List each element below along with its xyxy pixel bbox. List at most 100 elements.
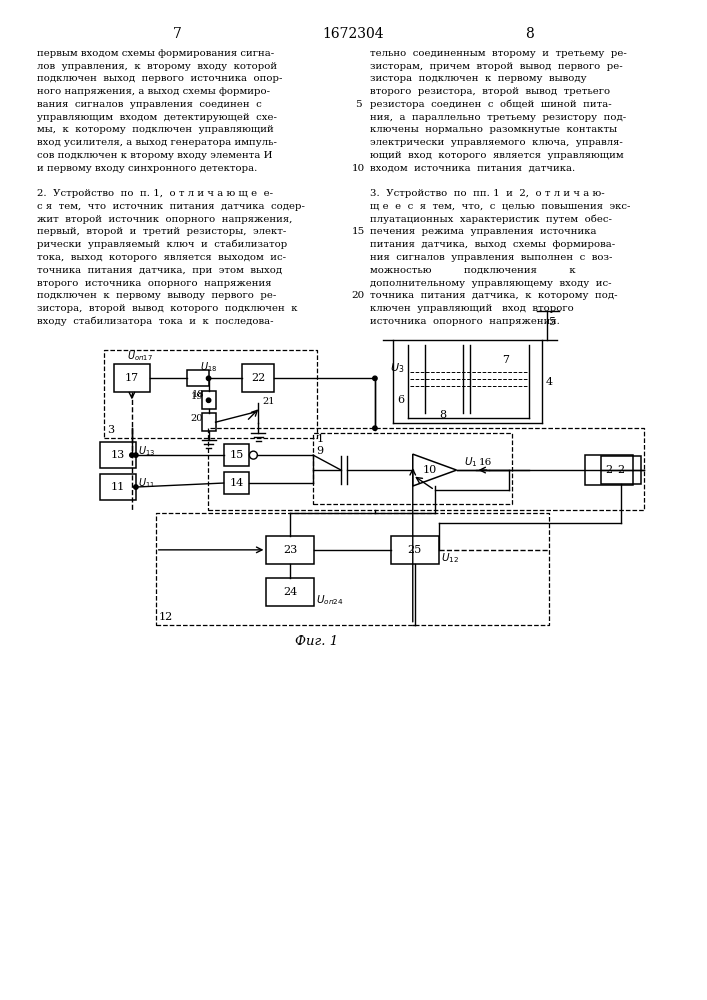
Text: второго  источника  опорного  напряжения: второго источника опорного напряжения: [37, 279, 271, 288]
Text: $U_1$: $U_1$: [464, 455, 477, 469]
Text: 7: 7: [173, 27, 182, 41]
Text: плуатационных  характеристик  путем  обес-: плуатационных характеристик путем обес-: [370, 214, 612, 224]
Text: ющий  вход  которого  является  управляющим: ющий вход которого является управляющим: [370, 151, 624, 160]
Text: входу  стабилизатора  тока  и  к  последова-: входу стабилизатора тока и к последова-: [37, 317, 274, 326]
Bar: [585, 455, 633, 485]
Bar: [243, 364, 274, 392]
Text: $U_{12}$: $U_{12}$: [440, 551, 459, 565]
Text: ключены  нормально  разомкнутые  контакты: ключены нормально разомкнутые контакты: [370, 125, 617, 134]
Text: печения  режима  управления  источника: печения режима управления источника: [370, 227, 597, 236]
Circle shape: [373, 376, 377, 381]
Text: ния  сигналов  управления  выполнен  с  воз-: ния сигналов управления выполнен с воз-: [370, 253, 612, 262]
Text: резистора  соединен  с  общей  шиной  пита-: резистора соединен с общей шиной пита-: [370, 100, 612, 109]
Text: 15: 15: [351, 227, 365, 236]
Text: второго  резистора,  второй  вывод  третьего: второго резистора, второй вывод третьего: [370, 87, 610, 96]
Text: 21: 21: [262, 397, 275, 406]
Text: Фиг. 1: Фиг. 1: [296, 635, 339, 648]
Text: подключен  выход  первого  источника  опор-: подключен выход первого источника опор-: [37, 74, 283, 83]
Text: управляющим  входом  детектирующей  схе-: управляющим входом детектирующей схе-: [37, 113, 277, 122]
Text: питания  датчика,  выход  схемы  формирова-: питания датчика, выход схемы формирова-: [370, 240, 615, 249]
Text: 5: 5: [355, 100, 361, 109]
Text: ния,  а  параллельно  третьему  резистору  под-: ния, а параллельно третьему резистору по…: [370, 113, 626, 122]
Bar: [114, 364, 150, 392]
Text: 12: 12: [159, 612, 173, 622]
Text: источника  опорного  напряжения.: источника опорного напряжения.: [370, 317, 560, 326]
Circle shape: [134, 485, 138, 489]
Text: 2: 2: [617, 465, 624, 475]
Circle shape: [206, 376, 211, 381]
Text: рически  управляемый  ключ  и  стабилизатор: рически управляемый ключ и стабилизатор: [37, 240, 288, 249]
Text: ного напряжения, а выход схемы формиро-: ного напряжения, а выход схемы формиро-: [37, 87, 270, 96]
Text: 10: 10: [351, 164, 365, 173]
Text: $U_3$: $U_3$: [390, 361, 404, 375]
Bar: [201, 391, 216, 409]
Text: 3.  Устройство  по  пп. 1  и  2,  о т л и ч а ю-: 3. Устройство по пп. 1 и 2, о т л и ч а …: [370, 189, 604, 198]
Text: 10: 10: [423, 465, 437, 475]
Text: вход усилителя, а выход генератора импуль-: вход усилителя, а выход генератора импул…: [37, 138, 277, 147]
Text: $U_{11}$: $U_{11}$: [138, 476, 155, 490]
Text: ключен  управляющий   вход  второго: ключен управляющий вход второго: [370, 304, 573, 313]
Text: тока,  выход  которого  является  выходом  ис-: тока, выход которого является выходом ис…: [37, 253, 286, 262]
Text: первым входом схемы формирования сигна-: первым входом схемы формирования сигна-: [37, 49, 274, 58]
Text: 17: 17: [125, 373, 139, 383]
Text: вания  сигналов  управления  соединен  с: вания сигналов управления соединен с: [37, 100, 262, 109]
Text: можностью          подключения          к: можностью подключения к: [370, 266, 575, 275]
Text: и первому входу синхронного детектора.: и первому входу синхронного детектора.: [37, 164, 257, 173]
Bar: [267, 578, 314, 606]
Bar: [223, 472, 250, 494]
Text: 7: 7: [503, 355, 510, 365]
Bar: [187, 370, 209, 386]
Bar: [601, 456, 641, 484]
Text: 24: 24: [283, 587, 298, 597]
Text: зисторам,  причем  второй  вывод  первого  ре-: зисторам, причем второй вывод первого ре…: [370, 62, 623, 71]
Text: 11: 11: [111, 482, 125, 492]
Bar: [201, 413, 216, 431]
Text: 14: 14: [229, 478, 244, 488]
Text: дополнительному  управляющему  входу  ис-: дополнительному управляющему входу ис-: [370, 279, 612, 288]
Text: 16: 16: [479, 458, 492, 467]
Text: зистора  подключен  к  первому  выводу: зистора подключен к первому выводу: [370, 74, 587, 83]
Text: с я  тем,  что  источник  питания  датчика  содер-: с я тем, что источник питания датчика со…: [37, 202, 305, 211]
Text: $U_{оп24}$: $U_{оп24}$: [316, 593, 344, 607]
Bar: [100, 474, 136, 500]
Text: первый,  второй  и  третий  резисторы,  элект-: первый, второй и третий резисторы, элект…: [37, 227, 286, 236]
Text: 13: 13: [111, 450, 125, 460]
Text: 6: 6: [397, 395, 405, 405]
Text: $U_{18}$: $U_{18}$: [199, 360, 217, 374]
Text: 1672304: 1672304: [322, 27, 384, 41]
Text: сов подключен к второму входу элемента И: сов подключен к второму входу элемента И: [37, 151, 273, 160]
Text: подключен  к  первому  выводу  первого  ре-: подключен к первому выводу первого ре-: [37, 291, 276, 300]
Circle shape: [206, 398, 211, 402]
Text: 23: 23: [283, 545, 298, 555]
Text: жит  второй  источник  опорного  напряжения,: жит второй источник опорного напряжения,: [37, 215, 293, 224]
Text: 8: 8: [439, 410, 446, 420]
Text: мы,  к  которому  подключен  управляющий: мы, к которому подключен управляющий: [37, 125, 274, 134]
Text: 8: 8: [525, 27, 534, 41]
Text: 2: 2: [605, 465, 612, 475]
Text: входом  источника  питания  датчика.: входом источника питания датчика.: [370, 164, 575, 173]
Text: лов  управления,  к  второму  входу  которой: лов управления, к второму входу которой: [37, 62, 277, 71]
Text: 20: 20: [351, 291, 365, 300]
Text: точника  питания  датчика,  к  которому  под-: точника питания датчика, к которому под-: [370, 291, 617, 300]
Text: зистора,  второй  вывод  которого  подключен  к: зистора, второй вывод которого подключен…: [37, 304, 298, 313]
Bar: [267, 536, 314, 564]
Text: точника  питания  датчика,  при  этом  выход: точника питания датчика, при этом выход: [37, 266, 282, 275]
Text: $U_{оп17}$: $U_{оп17}$: [127, 350, 153, 363]
Bar: [223, 444, 250, 466]
Text: 3: 3: [107, 425, 114, 435]
Text: 15: 15: [229, 450, 244, 460]
Text: электрически  управляемого  ключа,  управля-: электрически управляемого ключа, управля…: [370, 138, 623, 147]
Bar: [391, 536, 438, 564]
Text: 20: 20: [191, 414, 203, 423]
Text: 19: 19: [191, 392, 203, 401]
Circle shape: [134, 453, 138, 457]
Text: щ е  е  с  я  тем,  что,  с  целью  повышения  экс-: щ е е с я тем, что, с целью повышения эк…: [370, 202, 631, 211]
Text: 2.  Устройство  по  п. 1,  о т л и ч а ю щ е  е-: 2. Устройство по п. 1, о т л и ч а ю щ е…: [37, 189, 273, 198]
Text: 9: 9: [316, 446, 323, 456]
Text: 5: 5: [549, 317, 556, 327]
Text: тельно  соединенным  второму  и  третьему  ре-: тельно соединенным второму и третьему ре…: [370, 49, 626, 58]
Text: 1: 1: [316, 434, 323, 444]
Text: 22: 22: [251, 373, 266, 383]
Text: 4: 4: [545, 377, 552, 387]
Text: 25: 25: [408, 545, 422, 555]
